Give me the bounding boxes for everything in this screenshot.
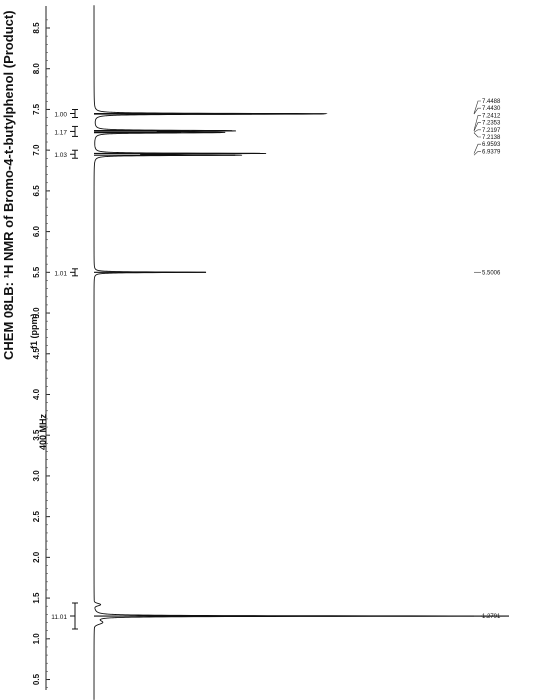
peak-label: 1.2791 xyxy=(482,614,501,620)
peak-label-leader xyxy=(473,100,481,114)
spectrum-trace xyxy=(93,5,508,700)
peak-label-leader xyxy=(473,107,481,115)
peak-label: 7.2197 xyxy=(482,128,501,134)
integral-value-label: 1.01 xyxy=(54,270,67,277)
ppm-tick-label: 7.5 xyxy=(32,103,41,115)
peak-label: 5.5006 xyxy=(482,270,501,276)
ppm-tick-label: 3.5 xyxy=(32,429,41,441)
integral-value-label: 1.03 xyxy=(54,152,67,159)
ppm-tick-label: 1.5 xyxy=(32,592,41,604)
ppm-tick-label: 8.5 xyxy=(32,22,41,34)
integral-value-label: 11.01 xyxy=(51,614,67,621)
peak-label: 7.2138 xyxy=(482,135,501,141)
peak-label: 7.2412 xyxy=(482,113,501,119)
ppm-tick-label: 2.5 xyxy=(32,511,41,523)
ppm-tick-label: 5.0 xyxy=(32,307,41,319)
peak-label-leader xyxy=(473,132,481,138)
peak-label: 7.2353 xyxy=(482,121,501,127)
ppm-axis: 8.5 8.0 7.5 7.0 6.5 6.0 5.5 5.0 4.5 4.0 3.5 3.0 2.5 2… xyxy=(32,6,50,690)
ppm-tick-label: 1.0 xyxy=(32,633,41,645)
ppm-tick-label: 2.0 xyxy=(32,551,41,563)
ppm-tick-label: 6.0 xyxy=(32,225,41,237)
chart-title: CHEM 08LB: ¹H NMR of Bromo-4-t-butylphen… xyxy=(1,10,16,360)
ppm-tick-label: 3.0 xyxy=(32,470,41,482)
integral-value-label: 1.00 xyxy=(54,112,67,119)
peak-label-leader xyxy=(473,143,481,154)
ppm-tick-label: 4.5 xyxy=(32,348,41,360)
integral-value-label: 1.17 xyxy=(54,129,67,136)
ppm-tick-label: 4.0 xyxy=(32,388,41,400)
ppm-tick-label: 5.5 xyxy=(32,266,41,278)
integral-markers: 1.00 1.17 1.03 1.01 11.01 xyxy=(51,109,78,630)
frequency-label: 400 MHz xyxy=(38,413,48,450)
ppm-tick-label: 6.5 xyxy=(32,185,41,197)
axis-label: f1 (ppm) xyxy=(29,313,39,350)
ppm-tick-label: 8.0 xyxy=(32,63,41,75)
peak-label-leader xyxy=(473,122,481,132)
ppm-tick-label: 0.5 xyxy=(32,673,41,685)
ppm-tick-label: 7.0 xyxy=(32,144,41,156)
peak-label: 7.4488 xyxy=(482,99,501,105)
peak-label: 6.9379 xyxy=(482,149,501,155)
peak-label: 7.4430 xyxy=(482,106,501,112)
peak-label: 6.9593 xyxy=(482,142,501,148)
spectrum-trace-group xyxy=(93,5,509,700)
peak-label-leader xyxy=(473,129,481,133)
peak-label-leader xyxy=(473,115,481,131)
peak-label-leader xyxy=(473,151,481,156)
